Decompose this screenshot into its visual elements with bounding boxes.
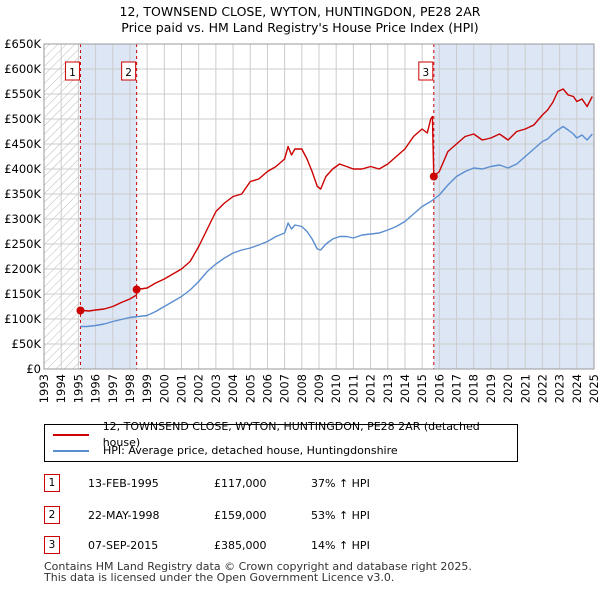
hatched-region [44, 44, 81, 369]
x-tick-label: 2025 [587, 374, 600, 403]
hpi-line [80, 125, 593, 328]
footer-copyright: Contains HM Land Registry data © Crown c… [44, 560, 472, 573]
y-tick-label: £550K [4, 87, 41, 101]
y-tick-label: £200K [4, 262, 41, 276]
x-tick-label: 1999 [140, 374, 154, 403]
price-chart: 1 2 3 £0 £50K £100K £150K £200K £250K £300K £350K… [4, 37, 600, 403]
sale-number-label: 3 [422, 67, 429, 79]
x-tick-label: 2005 [243, 374, 257, 403]
x-tick-label: 2019 [484, 374, 498, 403]
transaction-date: 13-FEB-1995 [88, 477, 159, 490]
y-tick-label: £100K [4, 312, 41, 326]
x-tick-label: 2021 [518, 374, 532, 403]
footer-licence: This data is licensed under the Open Gov… [44, 571, 395, 584]
x-tick-label: 2008 [295, 374, 309, 403]
transaction-price: £159,000 [214, 509, 267, 522]
x-tick-label: 1996 [89, 374, 103, 403]
x-tick-label: 2010 [329, 374, 343, 403]
footer-notice: Contains HM Land Registry data © Crown c… [44, 561, 472, 583]
transaction-hpi-change: 14% ↑ HPI [311, 539, 370, 552]
y-tick-label: £0 [26, 362, 41, 376]
x-tick-label: 1997 [106, 374, 120, 403]
legend-label-property: 12, TOWNSEND CLOSE, WYTON, HUNTINGDON, P… [102, 420, 480, 449]
y-tick-label: £350K [4, 187, 41, 201]
transaction-number-badge: 1 [44, 474, 60, 492]
x-tick-label: 2002 [192, 374, 206, 403]
x-tick-label: 2024 [570, 374, 584, 403]
property-price-line [80, 88, 593, 312]
ownership-shade [80, 44, 137, 369]
sale-number-box [64, 61, 80, 81]
x-tick-label: 2016 [432, 374, 446, 403]
x-tick-label: 2006 [260, 374, 274, 403]
y-tick-label: £450K [4, 137, 41, 151]
x-tick-label: 2017 [450, 374, 464, 403]
sale-point [76, 306, 85, 315]
legend-entry-property: 12, TOWNSEND CLOSE, WYTON, HUNTINGDON, P… [53, 420, 517, 449]
transaction-price: £385,000 [214, 539, 267, 552]
x-tick-label: 1995 [71, 374, 85, 403]
x-tick-label: 2000 [157, 374, 171, 403]
chart-title-line1: 12, TOWNSEND CLOSE, WYTON, HUNTINGDON, P… [119, 4, 481, 19]
x-tick-label: 1994 [54, 374, 68, 403]
transaction-hpi-change: 37% ↑ HPI [311, 477, 370, 490]
sale-number-box [418, 61, 434, 81]
legend-entry-hpi: HPI: Average price, detached house, Hunt… [53, 443, 398, 459]
y-tick-label: £600K [4, 62, 41, 76]
x-tick-label: 2022 [535, 374, 549, 403]
y-tick-label: £250K [4, 237, 41, 251]
x-tick-label: 2013 [381, 374, 395, 403]
x-tick-label: 2020 [501, 374, 515, 403]
x-tick-label: 2014 [398, 374, 412, 403]
transaction-number-badge: 2 [44, 506, 60, 524]
sale-point [429, 172, 438, 181]
x-tick-label: 2023 [553, 374, 567, 403]
y-tick-label: £650K [4, 37, 41, 51]
x-tick-label: 2007 [278, 374, 292, 403]
chart-title-line2: Price paid vs. HM Land Registry's House … [121, 20, 479, 35]
x-tick-label: 2001 [175, 374, 189, 403]
legend-label-hpi: HPI: Average price, detached house, Hunt… [103, 444, 398, 457]
sale-point [132, 285, 141, 294]
plot-frame [43, 43, 595, 370]
x-tick-label: 2004 [226, 374, 240, 403]
y-tick-label: £300K [4, 212, 41, 226]
x-tick-label: 2012 [364, 374, 378, 403]
sale-number-label: 2 [125, 67, 132, 79]
transaction-number-badge: 3 [44, 536, 60, 554]
x-tick-label: 2015 [415, 374, 429, 403]
ownership-shade [433, 44, 594, 369]
x-tick-label: 2003 [209, 374, 223, 403]
x-tick-label: 1998 [123, 374, 137, 403]
sale-number-label: 1 [69, 67, 76, 79]
x-tick-label: 1993 [37, 374, 51, 403]
y-tick-label: £500K [4, 112, 41, 126]
x-tick-label: 2018 [467, 374, 481, 403]
y-tick-label: £50K [12, 337, 42, 351]
y-tick-label: £150K [4, 287, 41, 301]
y-tick-label: £400K [4, 162, 41, 176]
legend-swatch-property [53, 434, 89, 436]
x-tick-label: 2011 [346, 374, 360, 403]
sale-number-box [121, 61, 137, 81]
transaction-date: 07-SEP-2015 [88, 539, 159, 552]
legend-swatch-hpi [53, 450, 89, 452]
transaction-hpi-change: 53% ↑ HPI [311, 509, 370, 522]
transaction-price: £117,000 [214, 477, 267, 490]
transaction-date: 22-MAY-1998 [88, 509, 160, 522]
x-tick-label: 2009 [312, 374, 326, 403]
chart-legend: 12, TOWNSEND CLOSE, WYTON, HUNTINGDON, P… [44, 420, 518, 462]
